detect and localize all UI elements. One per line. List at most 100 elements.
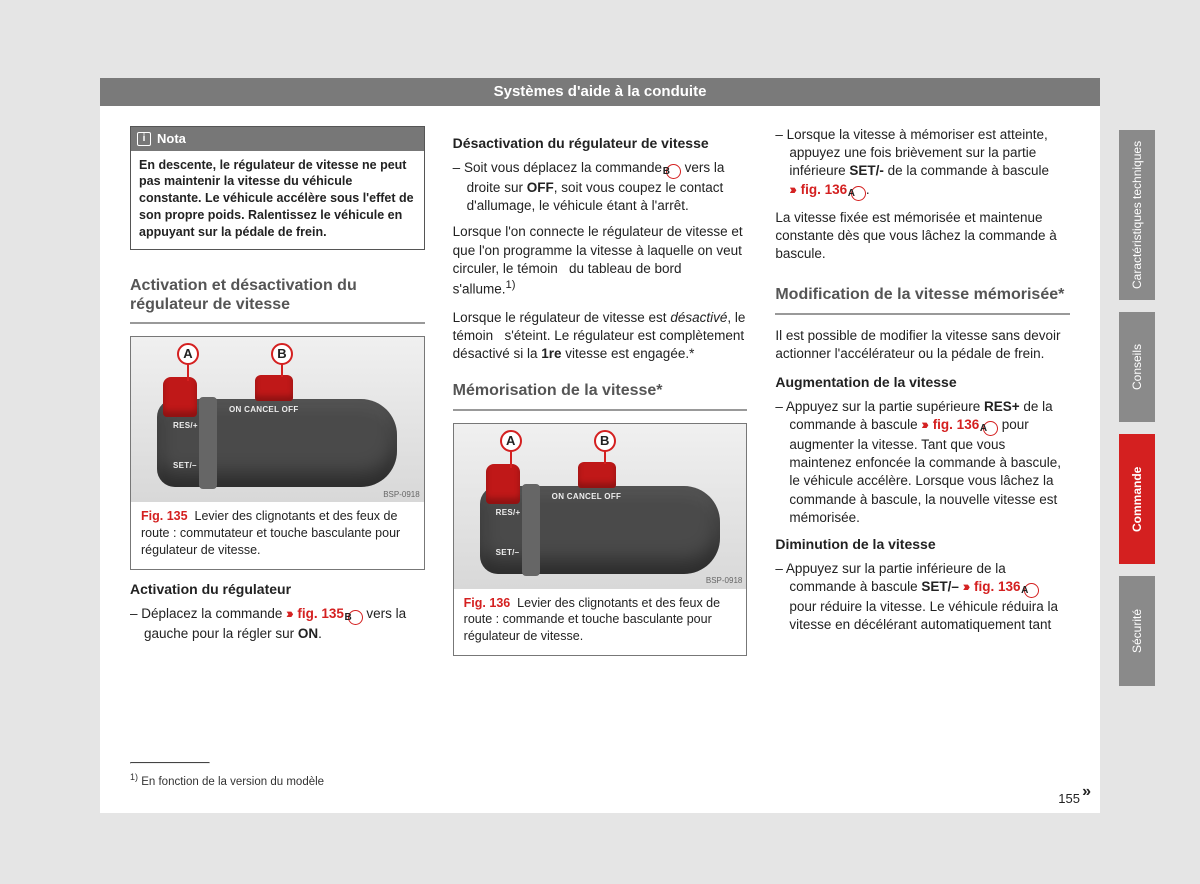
stalk-ring [199,397,217,489]
figure-135-caption: Fig. 135 Levier des clignotants et des f… [131,502,424,569]
figure-136: ON CANCEL OFF RES/+ SET/– A B BSP-0918 F… [453,423,748,657]
stalk2-ring [522,484,540,576]
nota-box: i Nota En descente, le régulateur de vit… [130,126,425,250]
aug-ref: fig. 136 [933,417,980,432]
activation-text-end: . [318,626,322,641]
section-modification-title: Modification de la vitesse mémorisée* [775,285,1070,304]
page-header: Systèmes d'aide à la conduite [100,78,1100,106]
switch-a [163,377,197,417]
dim-pre: Appuyez sur la partie inférieure de la c… [786,561,1006,594]
column-2: Désactivation du régulateur de vitesse S… [453,126,748,803]
continuation-icon: » [1082,781,1088,803]
stalk-label-res: RES/+ [173,421,198,432]
footnote-marker-1: 1) [506,279,516,291]
memo-mid: de la commande à bascule [884,163,1049,178]
section-rule [130,322,425,324]
deactivation-step: Soit vous déplacez la commande B vers la… [453,159,748,215]
side-tabs: Caractéristiques techniques Conseils Com… [1119,130,1155,686]
info-icon: i [137,132,151,146]
section-rule-2 [453,409,748,411]
dim-ref-letter: A [1024,583,1039,598]
footnote-text: En fonction de la version du modèle [141,776,324,788]
figure-136-caption: Fig. 136 Levier des clignotants et des f… [454,589,747,656]
memo-ref-letter: A [851,186,866,201]
content-area: i Nota En descente, le régulateur de vit… [100,106,1100,813]
activation-heading: Activation du régulateur [130,580,425,599]
deact-pre: Soit vous déplacez la commande [464,160,666,175]
nota-body: En descente, le régulateur de vitesse ne… [131,151,424,249]
footnote: 1) En fonction de la version du modèle [130,772,324,788]
figure-135-bsp: BSP-0918 [383,490,419,501]
activation-text-pre: Déplacez la commande [141,606,286,621]
footnote-rule [130,762,210,764]
aug-ref-letter: A [983,421,998,436]
aug-pre: Appuyez sur la partie supérieure [786,399,984,414]
diminution-heading: Diminution de la vitesse [775,535,1070,554]
memo-set: SET/- [849,163,884,178]
deact-letter: B [666,164,681,179]
marker-a: A [177,343,199,365]
deact-para1: Lorsque l'on connecte le régulateur de v… [453,223,748,298]
stalk2-label-oncanceloff: ON CANCEL OFF [552,492,622,503]
deact-para1-text: Lorsque l'on connecte le régulateur de v… [453,224,743,296]
tab-commande[interactable]: Commande [1119,434,1155,564]
activation-on: ON [298,626,318,641]
deact-off: OFF [527,180,554,195]
footnote-marker: 1) [130,772,138,782]
memo-step: Lorsque la vitesse à mémoriser est attei… [775,126,1070,201]
ref-arrows-icon-4: ››› [963,579,968,594]
stalk2-label-set: SET/– [496,548,520,559]
deact-p2-ital: désactivé [670,310,727,325]
switch-b [255,375,293,401]
deact-para2: Lorsque le régulateur de vitesse est dés… [453,309,748,364]
mod-intro: Il est possible de modifier la vitesse s… [775,327,1070,363]
diminution-step: Appuyez sur la partie inférieure de la c… [775,560,1070,635]
marker2-a: A [500,430,522,452]
marker2-a-line [510,450,512,468]
tab-conseils[interactable]: Conseils [1119,312,1155,422]
marker-b-line [281,363,283,377]
column-1: i Nota En descente, le régulateur de vit… [130,126,425,803]
tab-caracteristiques[interactable]: Caractéristiques techniques [1119,130,1155,300]
page-number: 155 [1058,791,1080,806]
figure-135-canvas: ON CANCEL OFF RES/+ SET/– A B BSP-0918 [131,337,424,502]
deact-p2-bold: 1re [541,346,561,361]
marker2-b: B [594,430,616,452]
marker-b: B [271,343,293,365]
dim-post: pour réduire la vitesse. Le véhicule réd… [789,599,1058,632]
stalk-label-set: SET/– [173,461,197,472]
section-rule-3 [775,313,1070,315]
column-3: Lorsque la vitesse à mémoriser est attei… [775,126,1070,803]
deact-p2-pre: Lorsque le régulateur de vitesse est [453,310,671,325]
ref-arrows-icon: ››› [286,606,291,621]
figure-135-ref: Fig. 135 [141,509,188,523]
switch2-a [486,464,520,504]
dim-set: SET/– [921,579,959,594]
section-activation-title: Activation et désactivation du régulateu… [130,276,425,314]
memo-end: . [866,182,870,197]
memo-para1: La vitesse fixée est mémorisée et mainte… [775,209,1070,264]
activation-figref-letter: B [348,610,363,625]
switch2-b [578,462,616,488]
marker2-b-line [604,450,606,464]
nota-header: i Nota [131,127,424,151]
nota-label: Nota [157,130,186,148]
figure-136-canvas: ON CANCEL OFF RES/+ SET/– A B BSP-0918 [454,424,747,589]
figure-136-ref: Fig. 136 [464,596,511,610]
augmentation-step: Appuyez sur la partie supérieure RES+ de… [775,398,1070,527]
activation-figref: fig. 135 [297,606,344,621]
stalk2-label-res: RES/+ [496,508,521,519]
activation-step: Déplacez la commande ››› fig. 135 B vers… [130,605,425,643]
aug-post: pour augmenter la vitesse. Tant que vous… [789,417,1061,525]
page-title: Systèmes d'aide à la conduite [494,83,707,100]
marker-a-line [187,363,189,381]
memo-ref: fig. 136 [801,182,848,197]
tab-securite[interactable]: Sécurité [1119,576,1155,686]
figure-135: ON CANCEL OFF RES/+ SET/– A B BSP-0918 F… [130,336,425,570]
deactivation-heading: Désactivation du régulateur de vitesse [453,134,748,153]
augmentation-heading: Augmentation de la vitesse [775,373,1070,392]
deact-p2-post: vitesse est engagée.* [562,346,695,361]
aug-res: RES+ [984,399,1020,414]
ref-arrows-icon-2: ››› [789,182,794,197]
stalk-label-oncanceloff: ON CANCEL OFF [229,405,299,416]
